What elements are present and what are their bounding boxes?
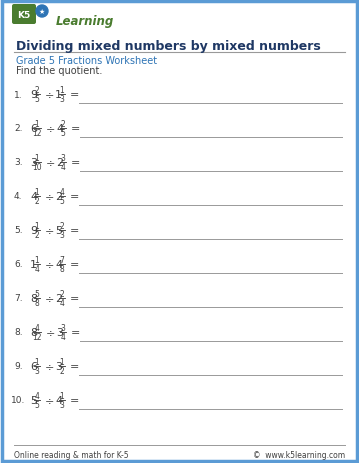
Text: 1: 1 [60,391,64,400]
Text: ★: ★ [39,9,45,15]
Text: 2: 2 [34,86,39,95]
Text: 1: 1 [60,86,64,95]
Text: 2: 2 [34,231,39,239]
Text: 7.: 7. [14,294,23,303]
Text: 2.: 2. [14,124,23,133]
Text: 3: 3 [60,95,64,104]
Text: 8: 8 [30,327,37,337]
Text: 5: 5 [34,95,39,104]
Text: 5: 5 [30,395,37,405]
Text: 4.: 4. [14,192,23,201]
Text: 3: 3 [61,154,65,163]
Text: =: = [70,259,79,269]
Text: 4: 4 [55,395,62,405]
Text: 6: 6 [30,124,37,134]
Text: 7: 7 [60,256,64,264]
Text: ÷: ÷ [46,327,55,337]
Text: =: = [71,158,80,168]
Text: ÷: ÷ [45,294,54,303]
Text: Find the quotient.: Find the quotient. [16,66,102,76]
Text: 1: 1 [30,259,37,269]
Text: 4: 4 [30,192,37,201]
Text: ÷: ÷ [45,395,54,405]
Text: 2: 2 [60,221,64,231]
Text: 1: 1 [60,357,64,366]
Text: 5.: 5. [14,226,23,235]
Text: 2: 2 [55,192,62,201]
Text: 9.: 9. [14,362,23,371]
Text: 4: 4 [34,391,39,400]
Text: 10.: 10. [11,396,25,405]
Text: =: = [70,361,79,371]
Text: 5: 5 [60,197,64,206]
Text: 4: 4 [34,323,39,332]
Text: Dividing mixed numbers by mixed numbers: Dividing mixed numbers by mixed numbers [16,40,321,53]
FancyBboxPatch shape [12,5,36,25]
Text: ÷: ÷ [45,225,54,236]
Text: 6.: 6. [14,260,23,269]
Text: 8.: 8. [14,328,23,337]
Text: =: = [70,225,79,236]
Text: 12: 12 [32,129,42,138]
Text: 5: 5 [55,225,62,236]
Text: 9: 9 [30,225,37,236]
Text: Learning: Learning [56,15,114,28]
Text: 4: 4 [61,163,65,172]
Text: 3: 3 [60,231,64,239]
Text: ÷: ÷ [45,90,54,100]
Text: 12: 12 [32,332,42,341]
Text: 3: 3 [56,327,63,337]
Text: 3: 3 [30,158,37,168]
Text: 2: 2 [34,197,39,206]
Text: =: = [70,192,79,201]
Text: 3: 3 [61,323,65,332]
Text: 2: 2 [60,366,64,375]
Text: 1: 1 [34,221,39,231]
Text: 1: 1 [34,154,39,163]
Text: Online reading & math for K-5: Online reading & math for K-5 [14,450,129,459]
Text: 2: 2 [61,120,65,129]
Text: ÷: ÷ [46,124,55,134]
Text: ÷: ÷ [45,192,54,201]
Text: 6: 6 [30,361,37,371]
Text: 1: 1 [34,256,39,264]
Text: =: = [70,294,79,303]
Text: 2: 2 [60,289,64,298]
Text: 8: 8 [34,298,39,307]
Text: K5: K5 [17,11,31,19]
Text: 1: 1 [34,120,39,129]
Text: =: = [71,327,80,337]
Text: 4: 4 [61,332,65,341]
Text: 8: 8 [30,294,37,303]
Text: 9: 9 [30,90,37,100]
Text: 8: 8 [60,264,64,274]
Text: 2: 2 [55,294,62,303]
Text: 5: 5 [34,289,39,298]
Text: Grade 5 Fractions Worksheet: Grade 5 Fractions Worksheet [16,56,157,66]
Text: 2: 2 [56,158,63,168]
Text: 3: 3 [34,366,39,375]
Text: 1: 1 [34,357,39,366]
Text: 3: 3 [60,400,64,409]
Circle shape [36,6,48,18]
Text: =: = [70,395,79,405]
Text: 1.: 1. [14,90,23,99]
Text: ÷: ÷ [46,158,55,168]
Text: 3: 3 [55,361,62,371]
Text: 4: 4 [56,124,63,134]
Text: ÷: ÷ [45,361,54,371]
Text: ©  www.k5learning.com: © www.k5learning.com [253,450,345,459]
Text: 4: 4 [60,298,64,307]
Text: 10: 10 [32,163,42,172]
Text: 4: 4 [55,259,62,269]
Text: 4: 4 [60,188,64,197]
Text: =: = [70,90,79,100]
Text: 4: 4 [34,264,39,274]
Text: 1: 1 [34,188,39,197]
Text: 5: 5 [61,129,65,138]
Text: =: = [71,124,80,134]
Text: 3.: 3. [14,158,23,167]
Text: ÷: ÷ [45,259,54,269]
Text: 1: 1 [55,90,62,100]
